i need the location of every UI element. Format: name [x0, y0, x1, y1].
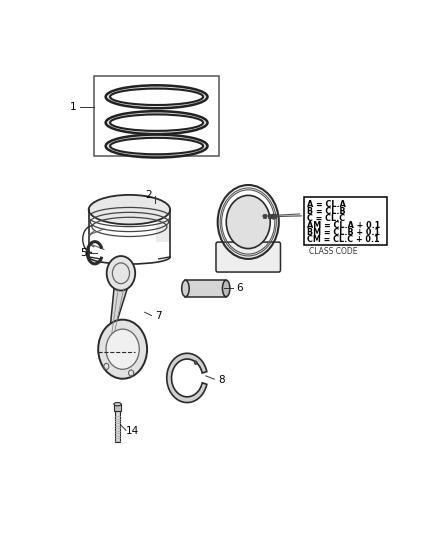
Bar: [304, 197, 387, 245]
Ellipse shape: [223, 280, 230, 297]
Polygon shape: [156, 217, 170, 243]
Text: CM = CL.C + 0.1: CM = CL.C + 0.1: [307, 235, 379, 244]
Polygon shape: [109, 287, 128, 346]
Bar: [114, 404, 121, 411]
Text: AM = CL.A + 0.1: AM = CL.A + 0.1: [307, 221, 380, 230]
Bar: [115, 411, 120, 442]
Bar: [94, 76, 219, 156]
Ellipse shape: [107, 256, 135, 290]
Ellipse shape: [98, 320, 147, 379]
Polygon shape: [185, 280, 226, 297]
Text: CLASS CODE: CLASS CODE: [309, 247, 358, 256]
Ellipse shape: [226, 196, 270, 248]
Text: 2: 2: [145, 190, 152, 200]
Text: A = CL.A: A = CL.A: [307, 200, 346, 209]
Bar: [263, 214, 266, 219]
Ellipse shape: [182, 280, 189, 297]
Text: B = CL.B: B = CL.B: [307, 207, 345, 216]
Polygon shape: [106, 134, 208, 158]
Polygon shape: [106, 111, 208, 134]
Ellipse shape: [194, 361, 197, 365]
Polygon shape: [167, 353, 207, 402]
Text: 8: 8: [218, 375, 224, 385]
Text: 1: 1: [70, 102, 77, 112]
Bar: [272, 214, 276, 219]
Text: 6: 6: [237, 282, 243, 293]
Bar: [268, 214, 271, 219]
Text: 7: 7: [155, 311, 162, 321]
Text: 14: 14: [126, 426, 139, 437]
FancyBboxPatch shape: [216, 242, 280, 272]
Text: C = CL.C: C = CL.C: [307, 214, 345, 223]
Text: 5: 5: [80, 248, 87, 258]
Ellipse shape: [106, 329, 139, 369]
Ellipse shape: [114, 402, 121, 406]
Text: BM = CL.B + 0.1: BM = CL.B + 0.1: [307, 228, 380, 237]
Ellipse shape: [88, 195, 170, 224]
Polygon shape: [106, 85, 208, 108]
